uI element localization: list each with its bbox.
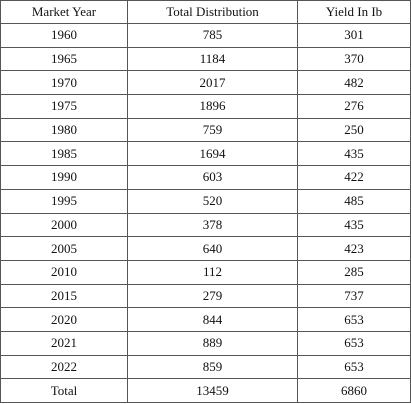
table-cell: 2005 <box>0 236 128 261</box>
table-cell: 112 <box>127 259 298 285</box>
table-cell: 1990 <box>0 165 128 190</box>
table-cell: 13459 <box>127 378 298 403</box>
table-row: 2021 889 653 <box>0 330 411 356</box>
table-cell: 653 <box>297 330 411 356</box>
table-cell: 653 <box>297 354 411 380</box>
table-cell: 2021 <box>0 330 128 356</box>
table-row: 2022 859 653 <box>0 354 411 380</box>
table-body: 1960 785 301 1965 1184 370 1970 2017 482 1975 1896… <box>0 23 411 403</box>
table-cell: Total <box>0 378 128 403</box>
table-cell: 737 <box>297 283 411 309</box>
table-cell: 1960 <box>0 23 128 48</box>
table-cell: 2017 <box>127 70 298 96</box>
table-cell: 423 <box>297 236 411 261</box>
table-row: 2000 378 435 <box>0 212 411 238</box>
table-cell: 2022 <box>0 354 128 380</box>
table-cell: 2020 <box>0 307 128 332</box>
table-cell: 378 <box>127 212 298 238</box>
table-cell: 785 <box>127 23 298 48</box>
table-cell: 653 <box>297 307 411 332</box>
table-cell: 520 <box>127 188 298 214</box>
table-cell: 1694 <box>127 141 298 167</box>
table-cell: 276 <box>297 94 411 119</box>
table-row: 1975 1896 276 <box>0 94 411 119</box>
table-cell: 285 <box>297 259 411 285</box>
table-cell: 301 <box>297 23 411 48</box>
table-row: 1995 520 485 <box>0 188 411 214</box>
table-cell: 279 <box>127 283 298 309</box>
table-cell: 435 <box>297 141 411 167</box>
table-cell: 435 <box>297 212 411 238</box>
table-row: 2005 640 423 <box>0 236 411 261</box>
table-cell: 844 <box>127 307 298 332</box>
table-cell: 1995 <box>0 188 128 214</box>
table-cell: 1975 <box>0 94 128 119</box>
table-cell: 640 <box>127 236 298 261</box>
table-row: 1990 603 422 <box>0 165 411 190</box>
table-row: 1980 759 250 <box>0 117 411 143</box>
table-cell: 1970 <box>0 70 128 96</box>
table-cell: 370 <box>297 46 411 72</box>
table-row: 1960 785 301 <box>0 23 411 48</box>
table-row: Total 13459 6860 <box>0 378 411 403</box>
table-cell: 1184 <box>127 46 298 72</box>
table-row: 1985 1694 435 <box>0 141 411 167</box>
table-cell: 1896 <box>127 94 298 119</box>
table-cell: 1980 <box>0 117 128 143</box>
table-cell: 759 <box>127 117 298 143</box>
table-cell: 859 <box>127 354 298 380</box>
table-row: 1965 1184 370 <box>0 46 411 72</box>
column-header: Market Year <box>0 0 128 24</box>
table-cell: 1965 <box>0 46 128 72</box>
table-cell: 485 <box>297 188 411 214</box>
table-row: 2020 844 653 <box>0 307 411 332</box>
table-row: 2015 279 737 <box>0 283 411 309</box>
table-cell: 889 <box>127 330 298 356</box>
table-cell: 422 <box>297 165 411 190</box>
table-cell: 482 <box>297 70 411 96</box>
table-cell: 1985 <box>0 141 128 167</box>
table-cell: 2015 <box>0 283 128 309</box>
table-cell: 2000 <box>0 212 128 238</box>
table-row: 2010 112 285 <box>0 259 411 285</box>
table-cell: 603 <box>127 165 298 190</box>
table-cell: 6860 <box>297 378 411 403</box>
table-header: Market Year Total Distribution Yield In … <box>0 0 411 24</box>
table-cell: 2010 <box>0 259 128 285</box>
column-header: Total Distribution <box>127 0 298 24</box>
table-row: 1970 2017 482 <box>0 70 411 96</box>
column-header: Yield In Ib <box>297 0 411 24</box>
table-cell: 250 <box>297 117 411 143</box>
header-row: Market Year Total Distribution Yield In … <box>0 0 411 24</box>
